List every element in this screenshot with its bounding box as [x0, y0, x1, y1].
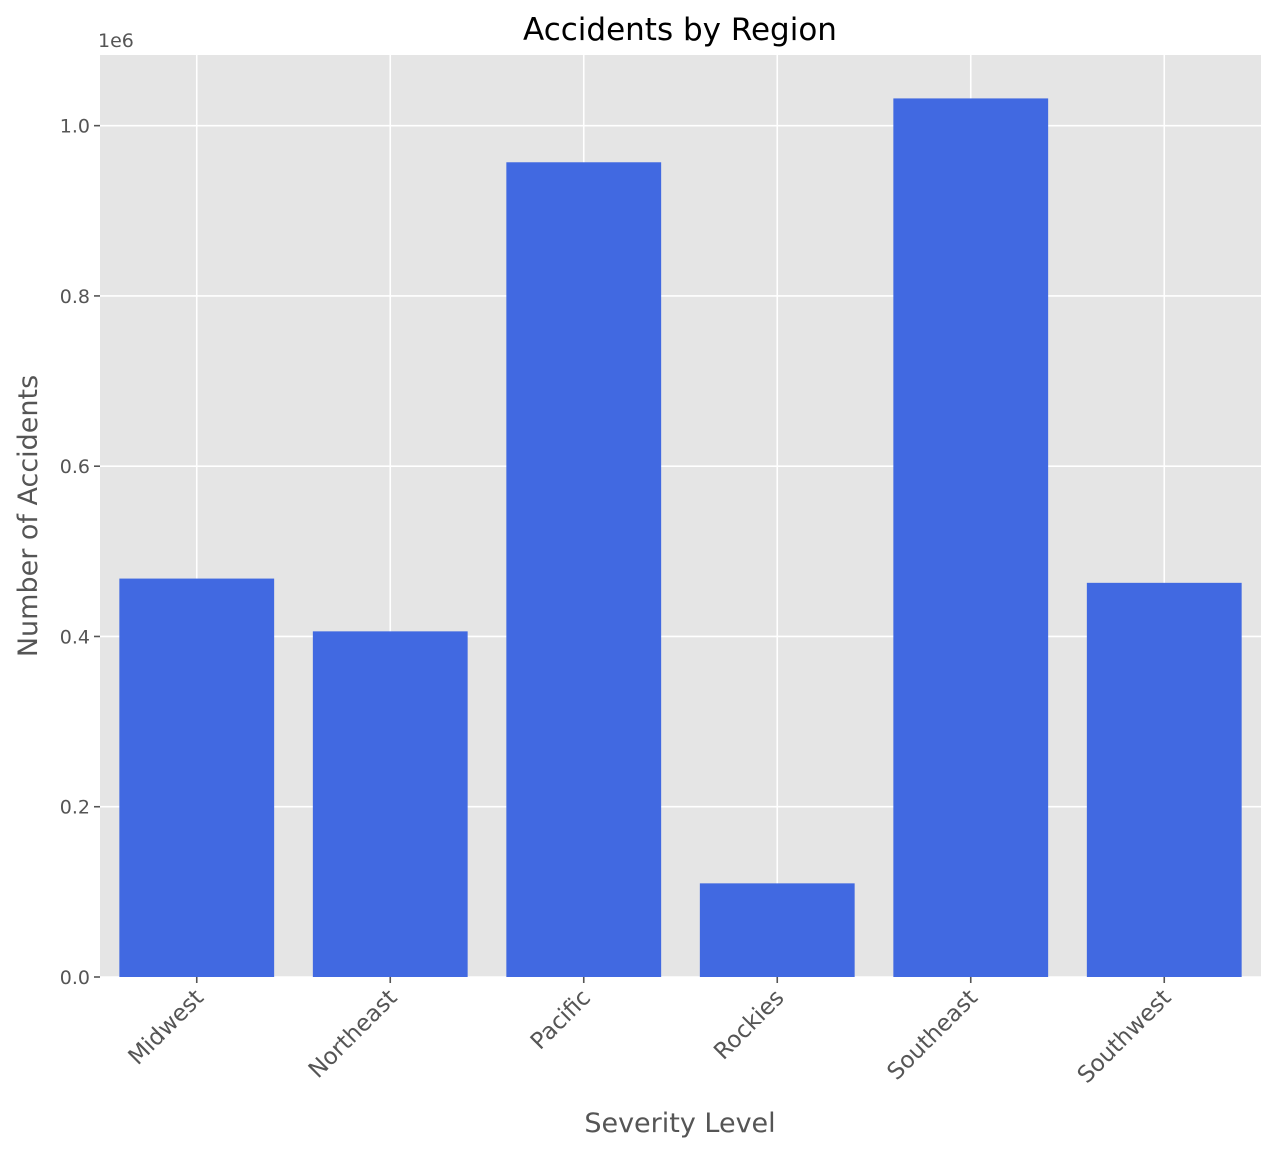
bar-midwest [119, 578, 275, 977]
x-axis-label: Severity Level [584, 1108, 775, 1139]
y-tick-label: 0.4 [60, 626, 90, 648]
y-tick-label: 0.0 [60, 967, 90, 989]
y-tick-label: 0.2 [60, 797, 90, 819]
x-tick-label: Southwest [1073, 985, 1177, 1089]
x-tick-label: Northeast [304, 985, 403, 1084]
y-tick-label: 0.6 [60, 456, 90, 478]
y-tick-label: 0.8 [60, 286, 90, 308]
y-tick-label: 1.0 [60, 116, 90, 138]
x-tick-label: Rockies [709, 985, 789, 1065]
chart-title: Accidents by Region [523, 12, 837, 48]
bar-rockies [699, 883, 855, 977]
y-axis: 0.0 0.2 0.4 0.6 0.8 1.0 [60, 116, 100, 989]
x-tick-label: Pacific [526, 985, 596, 1055]
plot-area [100, 55, 1261, 977]
x-tick-label: Southeast [883, 985, 983, 1085]
bar-northeast [312, 631, 468, 977]
bar-pacific [506, 162, 662, 978]
y-axis-label: Number of Accidents [13, 375, 44, 657]
bars [119, 98, 1242, 978]
bar-southeast [893, 98, 1049, 978]
bar-southwest [1086, 582, 1242, 977]
x-tick-label: Midwest [124, 985, 209, 1070]
x-axis: Midwest Northeast Pacific Rockies Southeast S… [124, 977, 1177, 1089]
y-axis-offset-label: 1e6 [98, 30, 134, 52]
